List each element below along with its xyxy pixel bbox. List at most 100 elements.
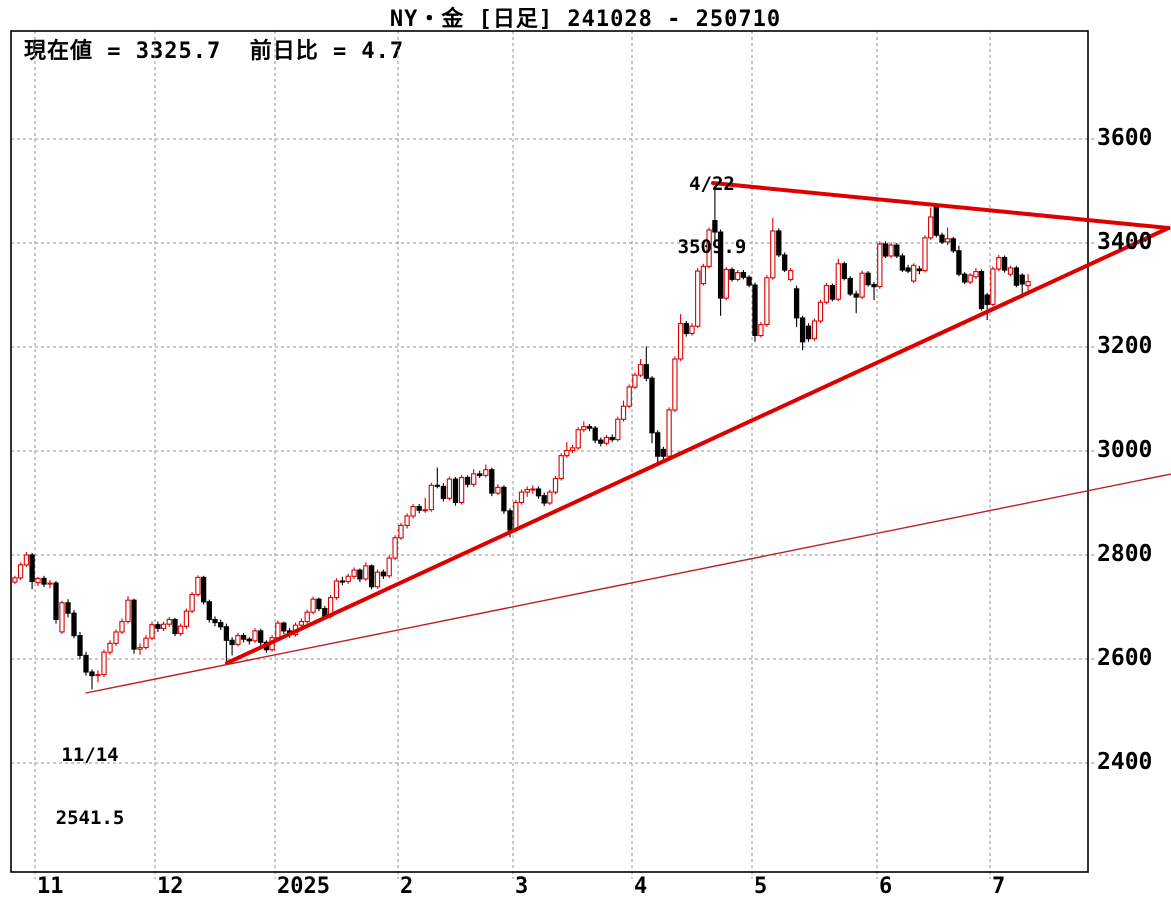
candle <box>575 427 581 450</box>
candle <box>933 203 939 238</box>
candle <box>770 218 776 280</box>
candle <box>35 576 41 587</box>
candle <box>835 258 841 302</box>
candle <box>107 640 113 655</box>
candle <box>558 453 564 481</box>
candle <box>125 596 131 624</box>
candle <box>495 484 501 496</box>
peak-annotation-date: 4/22 <box>689 173 735 195</box>
candle <box>1007 265 1014 277</box>
candle <box>916 265 923 275</box>
candle <box>363 562 369 581</box>
trough-annotation: 11/14 2541.5 <box>40 703 140 871</box>
candle <box>666 407 672 459</box>
candle <box>1001 255 1008 273</box>
candle <box>823 283 830 305</box>
candle <box>967 273 973 285</box>
peak-annotation-price: 3509.9 <box>677 236 747 258</box>
candle <box>65 599 71 618</box>
candle <box>458 474 465 505</box>
candle <box>398 522 404 540</box>
candle <box>89 669 95 690</box>
candle <box>841 261 847 281</box>
candle <box>847 276 853 296</box>
candle <box>374 569 381 589</box>
candle <box>805 323 812 342</box>
x-axis-label-5: 5 <box>754 874 768 899</box>
candle <box>47 580 53 589</box>
candle <box>632 372 638 390</box>
y-axis-label-3600: 3600 <box>1097 125 1153 151</box>
candle <box>569 444 576 454</box>
candle <box>404 513 410 529</box>
candle <box>119 618 125 634</box>
y-axis-label-2800: 2800 <box>1097 541 1153 567</box>
candle <box>939 232 945 244</box>
candle <box>410 504 416 519</box>
candle <box>978 269 985 311</box>
candle <box>304 609 310 624</box>
candle <box>811 318 818 341</box>
candle <box>12 575 18 585</box>
candle <box>446 476 453 501</box>
candle <box>95 670 101 683</box>
candle <box>200 575 207 605</box>
candle <box>950 236 956 253</box>
candle <box>357 568 363 582</box>
candle <box>471 469 477 487</box>
x-axis-label-3: 3 <box>515 874 529 899</box>
candle <box>735 270 741 282</box>
candle <box>799 315 806 351</box>
candle <box>166 616 172 627</box>
candle <box>894 243 900 259</box>
candle <box>672 356 678 412</box>
x-axis-label-12: 12 <box>157 874 184 899</box>
candle <box>899 253 906 273</box>
candle <box>131 598 137 654</box>
candle <box>990 266 996 307</box>
candle <box>758 322 764 338</box>
candle <box>149 621 155 641</box>
candle <box>882 241 889 259</box>
candle <box>489 467 495 497</box>
candle <box>380 569 387 579</box>
candle <box>552 476 559 495</box>
candle <box>452 477 459 506</box>
candle <box>137 643 143 655</box>
candle <box>911 263 917 283</box>
candle <box>922 235 928 273</box>
candle <box>29 552 35 590</box>
candle <box>700 263 707 286</box>
candle <box>984 292 990 320</box>
candle <box>905 264 911 274</box>
candle <box>717 229 724 316</box>
x-axis-label-7: 7 <box>992 874 1006 899</box>
candle <box>422 497 428 513</box>
candle <box>17 562 24 580</box>
candle <box>564 442 570 458</box>
candle <box>368 564 375 590</box>
candle <box>677 314 684 361</box>
candle <box>592 426 598 444</box>
candle <box>246 637 252 645</box>
candle <box>615 416 621 442</box>
candle <box>776 228 782 257</box>
candle <box>206 599 212 623</box>
candle <box>41 575 47 588</box>
candle <box>223 623 230 662</box>
candle <box>53 581 59 624</box>
candle <box>416 504 422 514</box>
candle <box>113 629 119 646</box>
candle <box>23 551 30 567</box>
candle <box>434 467 440 489</box>
candle <box>310 596 316 615</box>
trough-annotation-date: 11/14 <box>61 744 119 766</box>
candle <box>392 535 398 561</box>
y-axis-label-2400: 2400 <box>1097 749 1153 775</box>
candle <box>160 621 167 631</box>
candle <box>535 486 542 499</box>
candle <box>281 621 287 634</box>
candle <box>928 207 934 240</box>
